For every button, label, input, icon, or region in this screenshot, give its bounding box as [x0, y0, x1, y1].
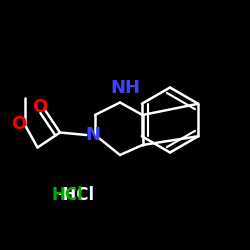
Text: ·HCl: ·HCl: [56, 186, 94, 204]
Text: NH: NH: [110, 78, 140, 96]
Text: N: N: [85, 126, 100, 144]
Text: HCl: HCl: [52, 186, 84, 204]
Text: O: O: [32, 98, 48, 116]
Text: O: O: [11, 115, 26, 133]
